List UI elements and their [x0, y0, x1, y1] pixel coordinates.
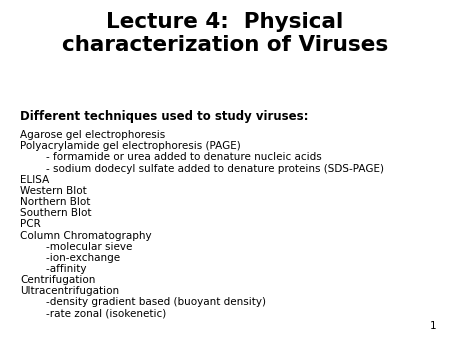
Text: -rate zonal (isokenetic): -rate zonal (isokenetic): [20, 309, 166, 319]
Text: Ultracentrifugation: Ultracentrifugation: [20, 286, 119, 296]
Text: Column Chromatography: Column Chromatography: [20, 231, 152, 241]
Text: Different techniques used to study viruses:: Different techniques used to study virus…: [20, 110, 309, 123]
Text: ELISA: ELISA: [20, 175, 50, 185]
Text: -ion-exchange: -ion-exchange: [20, 253, 121, 263]
Text: Southern Blot: Southern Blot: [20, 208, 92, 218]
Text: - formamide or urea added to denature nucleic acids: - formamide or urea added to denature nu…: [20, 152, 322, 163]
Text: Northern Blot: Northern Blot: [20, 197, 90, 207]
Text: -affinity: -affinity: [20, 264, 87, 274]
Text: PCR: PCR: [20, 219, 41, 230]
Text: -molecular sieve: -molecular sieve: [20, 242, 133, 252]
Text: Agarose gel electrophoresis: Agarose gel electrophoresis: [20, 130, 166, 140]
Text: - sodium dodecyl sulfate added to denature proteins (SDS-PAGE): - sodium dodecyl sulfate added to denatu…: [20, 164, 384, 174]
Text: -density gradient based (buoyant density): -density gradient based (buoyant density…: [20, 297, 266, 308]
Text: 1: 1: [430, 321, 436, 331]
Text: Lecture 4:  Physical
characterization of Viruses: Lecture 4: Physical characterization of …: [62, 12, 388, 55]
Text: Polyacrylamide gel electrophoresis (PAGE): Polyacrylamide gel electrophoresis (PAGE…: [20, 141, 241, 151]
Text: Western Blot: Western Blot: [20, 186, 87, 196]
Text: Centrifugation: Centrifugation: [20, 275, 95, 285]
